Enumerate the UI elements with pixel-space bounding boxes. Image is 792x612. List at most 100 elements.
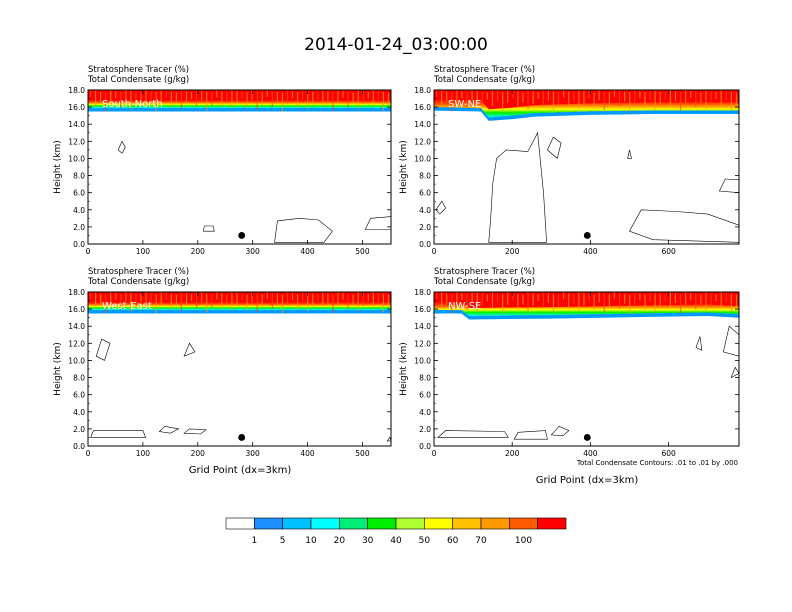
y-tick-label: 12.0 [68,137,85,146]
colorbar-label: 70 [475,536,487,546]
y-tick-label: 10.0 [414,154,431,163]
location-marker [583,434,591,441]
y-tick-label: 8.0 [419,172,431,181]
panel-label: NW-SE [448,301,481,312]
tracer-transition-band [434,99,739,118]
condensate-contour [718,178,739,194]
condensate-contour [364,216,391,230]
y-tick-label: 8.0 [419,374,431,383]
y-tick-label: 14.0 [68,322,85,331]
plot-area [88,292,391,446]
y-tick-label: 4.0 [419,408,431,417]
x-tick-label: 400 [583,449,598,458]
plot-background [88,292,391,446]
panel-4: Stratosphere Tracer (%)Total Condensate … [399,267,740,458]
y-tick-label: 12.0 [68,339,85,348]
x-tick-label: 0 [86,247,91,256]
condensate-contour [95,338,111,361]
condensate-contour [730,366,739,379]
condensate-contour [488,131,547,243]
y-tick-label: 8.0 [73,172,85,181]
plot-area [88,90,391,244]
y-tick-label: 2.0 [73,223,85,232]
x-axis-label-left: Grid Point (dx=3km) [189,465,292,476]
colorbar-label: 50 [419,536,431,546]
y-tick-label: 6.0 [73,189,85,198]
colorbar-label: 5 [280,536,286,546]
x-tick-label: 400 [300,449,315,458]
x-tick-label: 200 [191,247,206,256]
x-tick-label: 200 [191,449,206,458]
x-tick-label: 200 [505,449,520,458]
y-tick-label: 16.0 [414,103,431,112]
x-axis-label-right: Grid Point (dx=3km) [536,475,639,486]
colorbar-label: 100 [515,536,532,546]
colorbar: 1 5 10 20 30 40 50 60 70 100 [225,517,567,546]
plot-area [434,292,739,446]
colorbar-label: 40 [390,536,402,546]
panel-label: West-East [102,301,152,312]
condensate-contour [386,436,391,442]
condensate-contour [550,425,570,437]
location-marker [583,232,591,239]
condensate-contour [723,325,739,357]
colorbar-label: 30 [362,536,374,546]
colorbar-swatch [480,517,510,530]
y-tick-label: 2.0 [419,223,431,232]
panels: Stratosphere Tracer (%)Total Condensate … [53,65,740,458]
x-tick-label: 100 [136,449,151,458]
tracer-transition-band [88,99,391,108]
y-tick-label: 18.0 [68,288,85,297]
colorbar-swatch [254,517,283,530]
y-tick-label: 0.0 [419,442,431,451]
location-marker [238,434,246,441]
panel-header-tracer: Stratosphere Tracer (%) [434,267,535,277]
y-tick-label: 16.0 [414,305,431,314]
location-marker [238,232,246,239]
figure-title: 2014-01-24_03:00:00 [304,35,488,55]
panel-2: Stratosphere Tracer (%)Total Condensate … [399,65,740,256]
y-tick-label: 18.0 [68,86,85,95]
y-tick-label: 0.0 [419,240,431,249]
panel-header-condensate: Total Condensate (g/kg) [87,277,189,287]
y-tick-label: 18.0 [414,86,431,95]
condensate-contour [183,428,207,435]
colorbar-label: 1 [251,536,257,546]
y-tick-label: 0.0 [73,240,85,249]
tracer-low-band [88,107,391,112]
colorbar-swatch [395,517,425,530]
y-axis-label: Height (km) [53,342,63,396]
y-tick-label: 10.0 [414,356,431,365]
condensate-contour [435,200,447,215]
y-axis-label: Height (km) [399,140,409,194]
y-tick-label: 10.0 [68,356,85,365]
panel-header-tracer: Stratosphere Tracer (%) [88,267,189,277]
y-tick-label: 14.0 [414,322,431,331]
y-tick-label: 6.0 [73,391,85,400]
x-tick-label: 600 [661,449,676,458]
colorbar-label: 10 [305,536,317,546]
x-tick-label: 500 [355,449,370,458]
y-tick-label: 12.0 [414,137,431,146]
y-tick-label: 6.0 [419,189,431,198]
condensate-contour [158,425,180,434]
panel-header-condensate: Total Condensate (g/kg) [433,277,535,287]
colorbar-swatch [339,517,368,530]
tracer-low-band [434,107,739,121]
y-tick-label: 4.0 [73,206,85,215]
colorbar-swatch [282,517,312,530]
y-tick-label: 16.0 [68,103,85,112]
condensate-contour [117,140,126,154]
condensate-contour [437,430,509,438]
condensate-contour [547,136,562,159]
y-tick-label: 6.0 [419,391,431,400]
panel-header-tracer: Stratosphere Tracer (%) [88,65,189,75]
y-axis-label: Height (km) [399,342,409,396]
plot-background [88,90,391,244]
panel-label: South-North [102,99,163,110]
x-tick-label: 400 [300,247,315,256]
y-tick-label: 4.0 [419,206,431,215]
x-tick-label: 300 [246,247,261,256]
panel-header-condensate: Total Condensate (g/kg) [433,75,535,85]
